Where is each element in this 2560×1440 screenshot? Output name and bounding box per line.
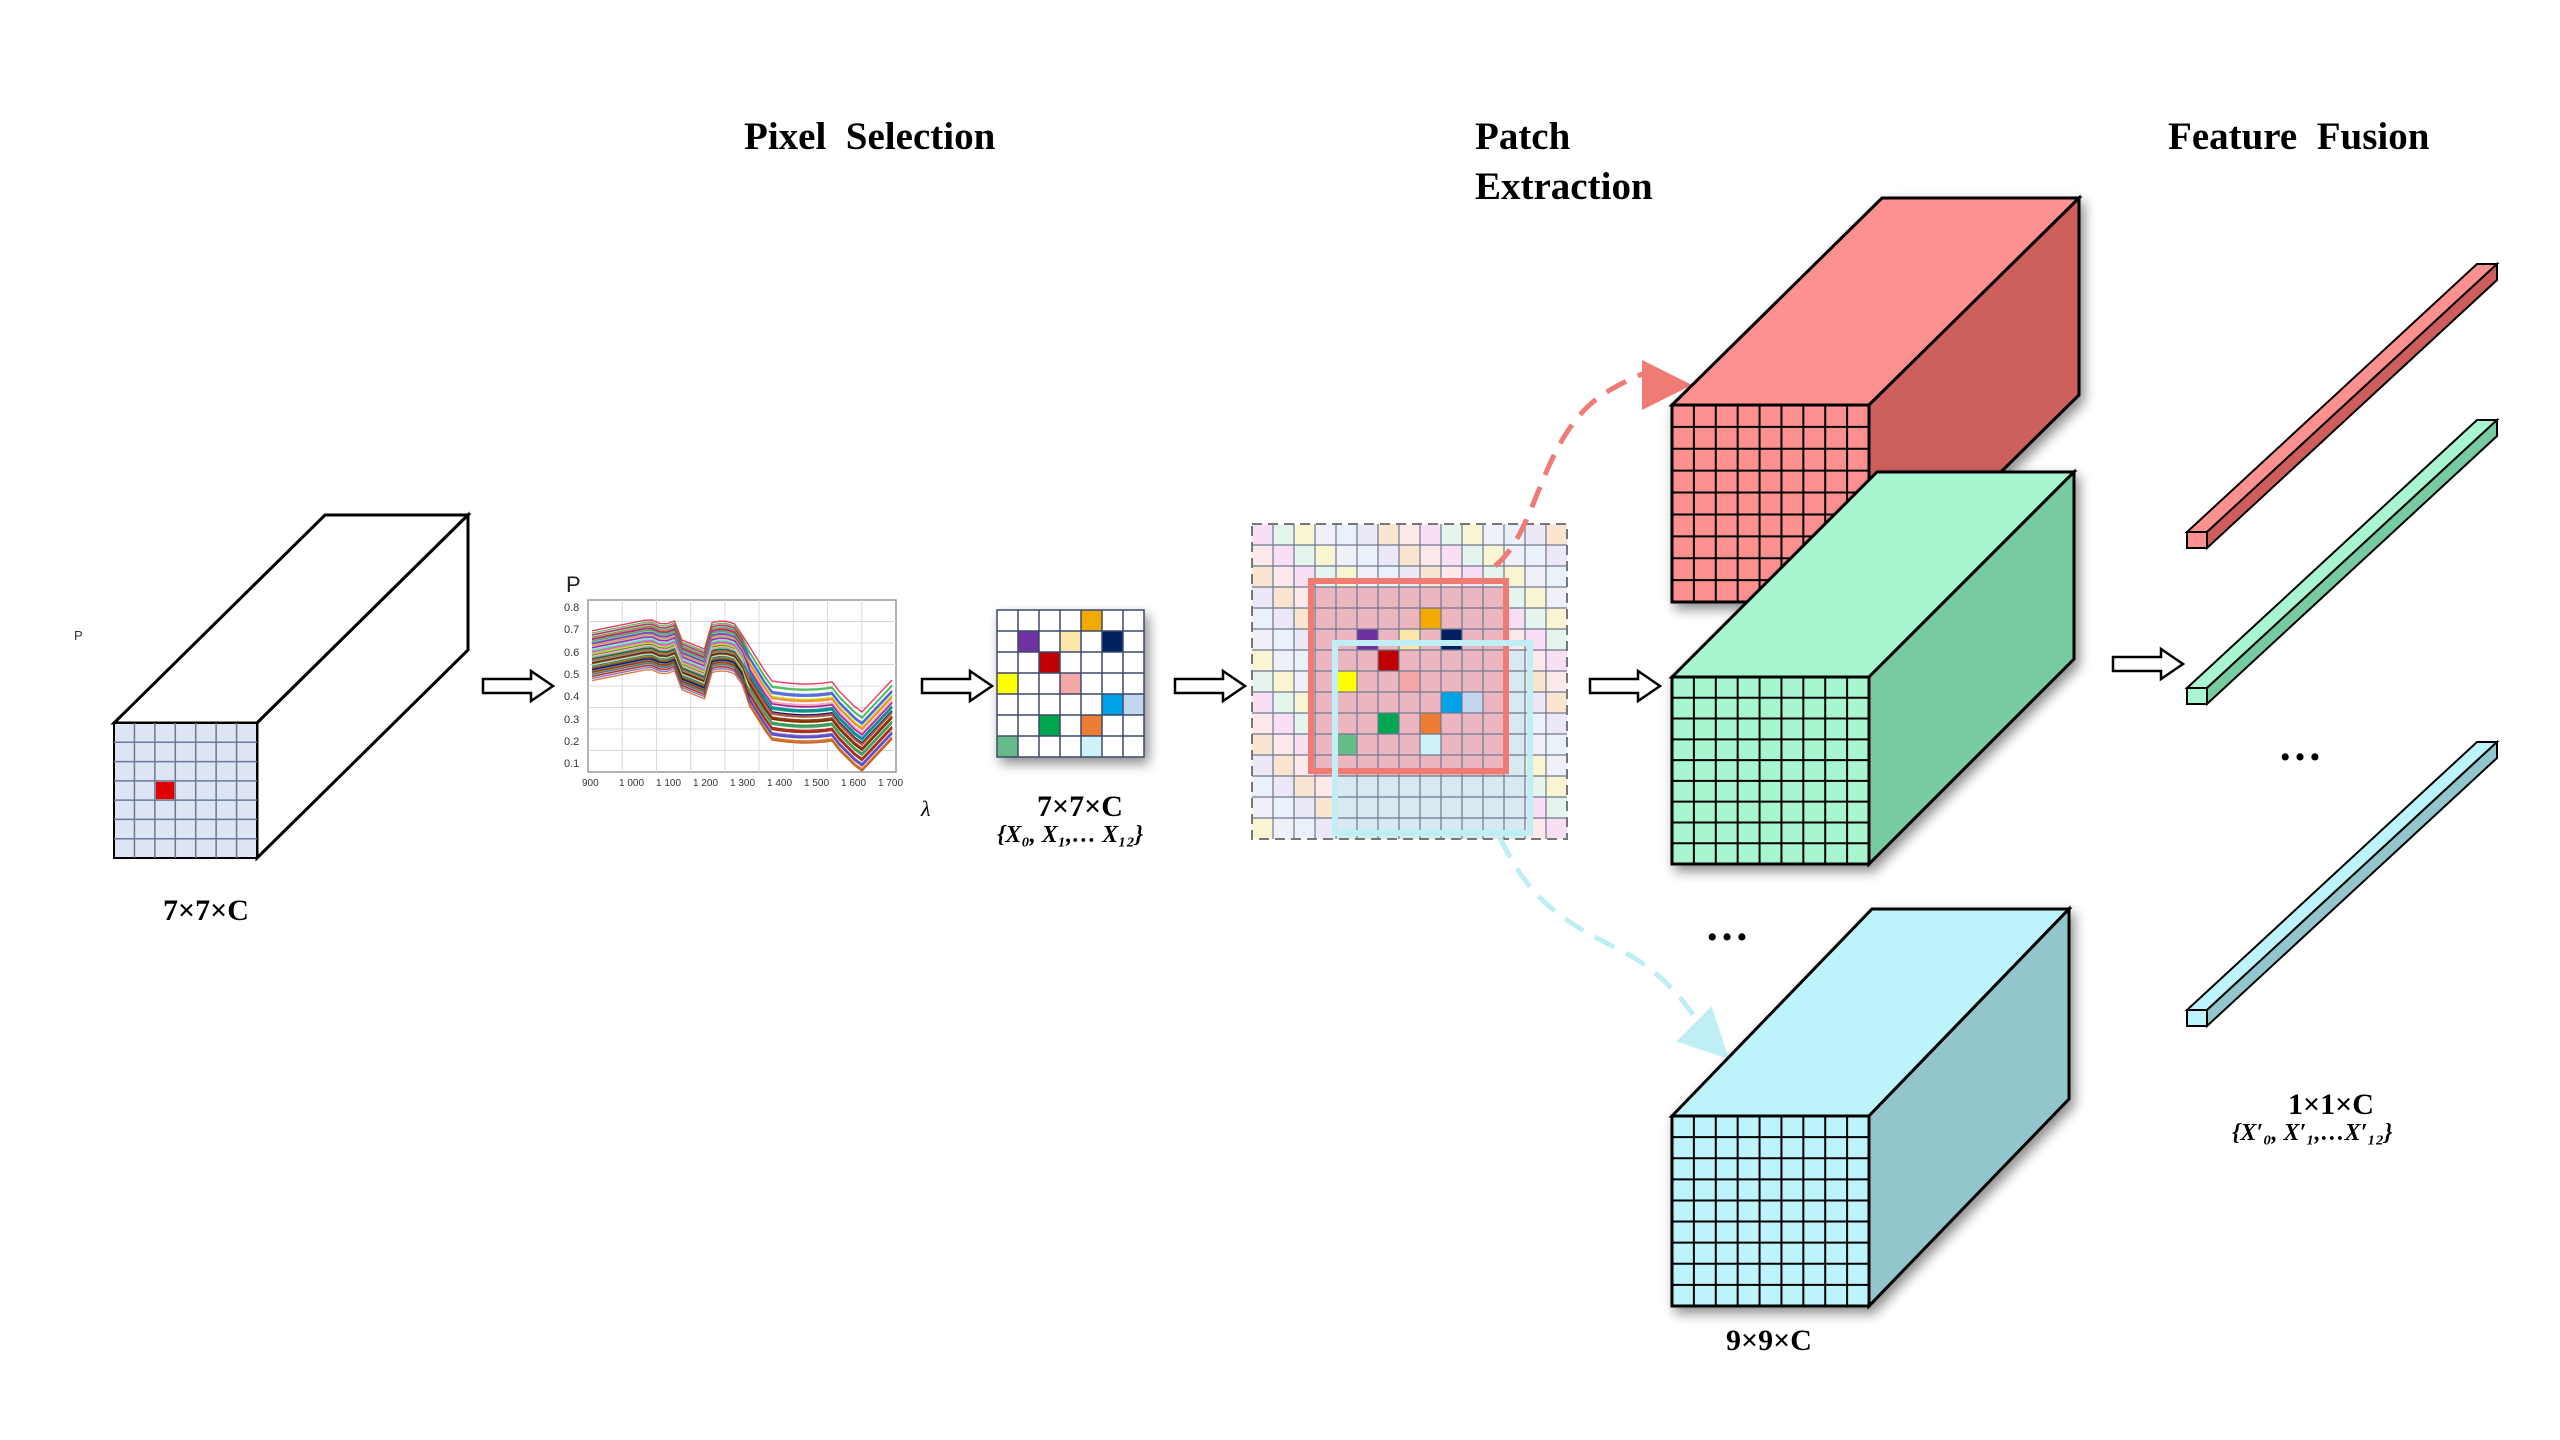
stray-p-label: P [74,628,83,643]
selected-center-pixel [155,781,175,800]
plot-x-tick: 1 300 [730,778,756,789]
feature-rod-2 [2184,417,2500,707]
patch-selected-pixel [1420,713,1441,734]
patch-selected-pixel [1441,692,1462,713]
patch-selected-pixel [1336,734,1357,755]
selected-set-label: {X₀, X₁,… X₁₂} [997,822,1144,848]
plot-x-tick: 1 100 [656,778,682,789]
plot-y-tick: 0.7 [564,624,580,637]
plot-y-tick: 0.6 [564,646,580,659]
plot-x-tick: 1 400 [767,778,793,789]
plot-y-tick: 0.3 [564,713,580,726]
selected-pixel [997,736,1018,757]
selected-pixel [1102,631,1123,652]
plot-y-tick: 0.5 [564,668,580,681]
plot-y-tick: 0.1 [564,758,580,771]
selected-pixel [1081,610,1102,631]
red-patch-window [1308,578,1509,774]
selected-pixel [1018,631,1039,652]
selected-pixel [1039,715,1060,736]
spectral-curves [591,619,893,772]
plot-x-tick: 900 [582,778,599,789]
plot-x-tick: 1 600 [841,778,867,789]
patch-dim-label: 9×9×C [1726,1324,1812,1357]
flow-arrow-3 [1173,668,1248,704]
patch-selected-pixel [1357,629,1378,650]
selected-pixel [1102,694,1123,715]
flow-arrow-4 [1588,668,1663,704]
output-set-label: {X′₀, X′₁,…X′₁₂} [2232,1120,2393,1146]
patch-selected-pixel [1336,671,1357,692]
output-dim-label: 1×1×C [2288,1088,2374,1121]
plot-y-tick: 0.4 [564,691,580,704]
spectrum-plot [587,599,897,773]
cyan-extraction-arrow [1497,836,1730,1060]
selected-pixel [1060,631,1081,652]
plot-x-tick: 1 000 [619,778,645,789]
plot-x-tick: 1 700 [878,778,904,789]
selected-pixel [1081,736,1102,757]
plot-y-axis-label: P [566,572,581,597]
plot-x-axis-label: λ [921,796,931,821]
feature-fusion-title: Feature Fusion [2168,115,2430,158]
selected-pixel [1123,694,1144,715]
plot-y-tick: 0.2 [564,735,580,748]
cyan-patch-cube [1668,905,2073,1310]
patch-selected-pixel [1462,692,1483,713]
feature-ellipsis: … [2278,721,2324,770]
feature-rod-1 [2184,261,2500,551]
green-patch-cube [1668,468,2078,868]
patch-extraction-title: Patch Extraction [1475,115,1653,208]
patch-selected-pixel [1378,650,1399,671]
flow-arrow-1 [481,668,556,704]
selected-pixel [997,673,1018,694]
flow-arrows [481,646,2186,704]
plot-y-tick: 0.8 [564,602,580,614]
patch-selected-pixel [1399,629,1420,650]
input-grid-face [113,722,258,859]
selected-pixel [1060,673,1081,694]
plot-x-tick: 1 200 [693,778,719,789]
flow-arrow-5 [2111,646,2186,682]
selected-pixel [1039,652,1060,673]
input-cube [110,511,472,862]
input-dim-label: 7×7×C [163,894,249,927]
selected-pixel-grid [996,609,1145,758]
selected-dim-label: 7×7×C [1037,790,1123,823]
selected-pixel [1081,715,1102,736]
patch-ellipsis: … [1705,901,1751,950]
flow-arrow-2 [920,668,995,704]
patch-selected-pixel [1378,713,1399,734]
patch-selected-pixel [1420,608,1441,629]
feature-rod-3 [2184,739,2500,1029]
plot-x-tick: 1 500 [804,778,830,789]
red-extraction-arrow [1493,359,1692,568]
patch-extraction-grid [1251,359,1730,1060]
patch-selected-pixel [1441,629,1462,650]
cyan-patch-window [1332,640,1533,836]
pixel-selection-title: Pixel Selection [744,115,996,158]
input-grid-lines [114,723,257,858]
patch-selected-pixel [1399,671,1420,692]
patch-selected-pixel [1420,734,1441,755]
fused-feature-vectors [2184,261,2500,1029]
